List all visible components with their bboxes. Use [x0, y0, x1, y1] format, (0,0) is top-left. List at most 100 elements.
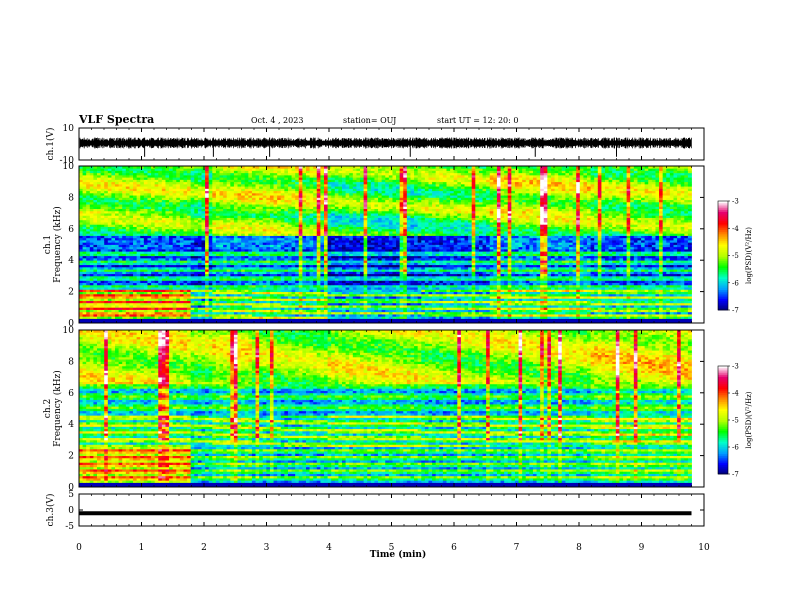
- spectrogram-cell: [122, 215, 127, 218]
- spectrogram-cell: [115, 266, 120, 270]
- spectrogram-cell: [313, 291, 318, 295]
- spectrogram-cell: [172, 248, 177, 252]
- spectrogram-cell: [309, 190, 314, 194]
- spectrogram-cell: [158, 246, 163, 250]
- spectrogram-cell: [251, 215, 256, 218]
- spectrogram-cell: [136, 253, 141, 257]
- spectrogram-cell: [89, 181, 94, 185]
- spectrogram-cell: [259, 302, 264, 306]
- spectrogram-cell: [259, 311, 264, 315]
- spectrogram-cell: [176, 289, 181, 292]
- spectrogram-cell: [107, 224, 112, 227]
- spectrogram-cell: [255, 201, 260, 205]
- spectrogram-cell: [187, 204, 192, 207]
- spectrogram-cell: [172, 246, 177, 250]
- spectrogram-cell: [244, 298, 249, 301]
- spectrogram-cell: [122, 305, 127, 308]
- spectrogram-cell: [143, 318, 148, 322]
- spectrogram-cell: [197, 248, 202, 252]
- spectrogram-cell: [107, 287, 112, 290]
- spectrogram-cell: [140, 174, 145, 178]
- spectrogram-cell: [251, 248, 256, 252]
- spectrogram-cell: [165, 253, 170, 257]
- spectrogram-cell: [284, 166, 289, 169]
- spectrogram-cell: [205, 296, 210, 299]
- spectrogram-cell: [172, 183, 177, 187]
- spectrogram-cell: [89, 316, 94, 319]
- spectrogram-cell: [89, 260, 94, 263]
- spectrogram-cell: [262, 278, 267, 281]
- spectrogram-cell: [172, 296, 177, 299]
- spectrogram-cell: [205, 192, 210, 196]
- spectrogram-cell: [305, 287, 310, 290]
- spectrogram-cell: [215, 181, 220, 185]
- spectrogram-cell: [201, 215, 206, 218]
- spectrogram-cell: [305, 181, 310, 185]
- spectrogram-cell: [324, 231, 328, 234]
- spectrogram-cell: [133, 192, 138, 196]
- spectrogram-cell: [172, 318, 177, 322]
- spectrogram-cell: [324, 248, 328, 252]
- spectrogram-cell: [324, 197, 328, 201]
- spectrogram-cell: [226, 300, 231, 304]
- spectrogram-cell: [176, 179, 181, 183]
- spectrogram-cell: [143, 213, 148, 216]
- spectrogram-cell: [97, 208, 102, 212]
- spectrogram-cell: [140, 224, 145, 227]
- spectrogram-cell: [86, 264, 91, 268]
- spectrogram-cell: [133, 318, 138, 322]
- spectrogram-cell: [129, 316, 134, 319]
- spectrogram-cell: [190, 305, 195, 308]
- spectrogram-cell: [298, 314, 303, 317]
- spectrogram-cell: [269, 208, 274, 212]
- spectrogram-cell: [79, 307, 83, 310]
- spectrogram-cell: [237, 168, 242, 171]
- spectrogram-cell: [291, 280, 296, 284]
- spectrogram-cell: [133, 302, 138, 306]
- spectrogram-cell: [190, 197, 195, 201]
- spectrogram-cell: [302, 228, 307, 232]
- spectrogram-cell: [169, 320, 174, 324]
- spectrogram-cell: [237, 282, 242, 286]
- spectrogram-cell: [82, 302, 87, 306]
- spectrogram-cell: [219, 253, 224, 257]
- spectrogram-cell: [136, 240, 141, 243]
- spectrogram-cell: [194, 255, 199, 259]
- spectrogram-cell: [320, 183, 325, 187]
- spectrogram-cell: [266, 188, 271, 192]
- spectrogram-cell: [183, 289, 188, 292]
- spectrogram-cell: [327, 264, 332, 268]
- spectrogram-cell: [305, 291, 310, 295]
- spectrogram-cell: [320, 257, 325, 261]
- spectrogram-cell: [122, 228, 127, 232]
- spectrogram-cell: [233, 197, 238, 201]
- spectrogram-cell: [158, 188, 163, 192]
- spectrogram-cell: [320, 275, 325, 279]
- spectrogram-cell: [176, 293, 181, 297]
- spectrogram-cell: [298, 190, 303, 194]
- spectrogram-cell: [115, 248, 120, 252]
- spectrogram-cell: [291, 262, 296, 266]
- spectrogram-cell: [143, 201, 148, 205]
- spectrogram-cell: [215, 264, 220, 268]
- spectrogram-cell: [205, 226, 210, 230]
- spectrogram-cell: [205, 284, 210, 288]
- spectrogram-cell: [158, 219, 163, 223]
- spectrogram-cell: [136, 287, 141, 290]
- spectrogram-cell: [316, 289, 321, 292]
- spectrogram-cell: [298, 235, 303, 239]
- spectrogram-cell: [79, 293, 83, 297]
- spectrogram-cell: [205, 248, 210, 252]
- spectrogram-cell: [187, 320, 192, 324]
- spectrogram-cell: [143, 287, 148, 290]
- spectrogram-cell: [183, 177, 188, 180]
- spectrogram-cell: [129, 204, 134, 207]
- spectrogram-cell: [161, 242, 166, 245]
- spectrogram-cell: [241, 260, 246, 263]
- spectrogram-cell: [324, 280, 328, 284]
- spectrogram-cell: [219, 181, 224, 185]
- spectrogram-cell: [179, 271, 184, 275]
- spectrogram-cell: [147, 248, 152, 252]
- spectrogram-cell: [284, 269, 289, 272]
- spectrogram-cell: [262, 262, 267, 266]
